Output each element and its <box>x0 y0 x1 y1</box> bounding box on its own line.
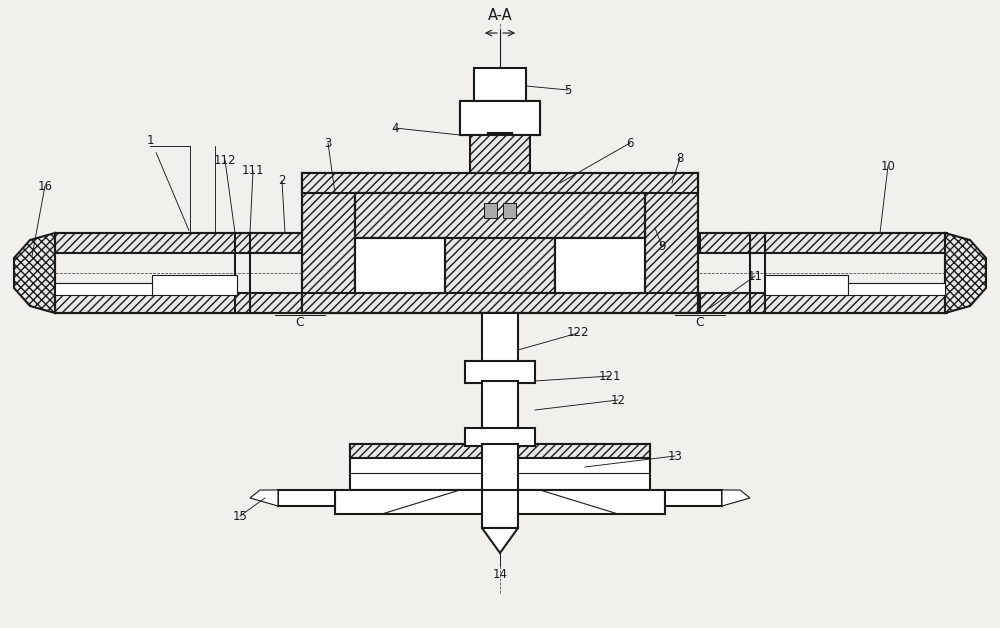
Bar <box>665 490 722 506</box>
Polygon shape <box>14 233 55 313</box>
Text: 10: 10 <box>881 160 895 173</box>
Text: 12: 12 <box>610 394 626 406</box>
Bar <box>55 233 302 253</box>
Bar <box>482 381 518 430</box>
Text: 2: 2 <box>278 175 286 188</box>
Bar <box>503 203 516 218</box>
Bar <box>488 133 512 173</box>
Text: 16: 16 <box>38 180 52 193</box>
Text: 15: 15 <box>233 509 247 522</box>
Bar <box>700 293 947 313</box>
Bar <box>355 193 645 238</box>
Text: C: C <box>296 315 304 328</box>
Bar <box>355 238 445 293</box>
Bar <box>278 490 335 506</box>
Bar <box>482 444 518 490</box>
Text: 121: 121 <box>599 369 621 382</box>
Bar <box>470 135 530 173</box>
Text: 122: 122 <box>567 327 589 340</box>
Bar <box>482 488 518 528</box>
Text: 3: 3 <box>324 136 332 149</box>
Bar <box>484 203 497 218</box>
Bar <box>55 283 152 295</box>
Bar <box>555 238 645 293</box>
Text: C: C <box>696 315 704 328</box>
Bar <box>700 233 947 253</box>
Polygon shape <box>250 490 278 506</box>
Bar <box>465 361 535 383</box>
Text: 4: 4 <box>391 121 399 134</box>
Polygon shape <box>722 490 750 506</box>
Bar <box>460 101 540 135</box>
Bar <box>55 293 302 313</box>
Text: 11: 11 <box>748 269 763 283</box>
Bar <box>460 101 540 135</box>
Bar <box>474 68 526 101</box>
Bar <box>335 490 665 514</box>
Bar <box>302 173 355 313</box>
Bar <box>350 444 650 458</box>
Text: A-A: A-A <box>488 9 512 23</box>
Text: 111: 111 <box>242 165 264 178</box>
Text: 14: 14 <box>492 568 508 580</box>
Bar <box>302 293 698 313</box>
Bar <box>765 275 848 295</box>
Text: 13: 13 <box>668 450 682 462</box>
Polygon shape <box>482 528 518 553</box>
Bar <box>482 313 518 363</box>
Text: 112: 112 <box>214 153 236 166</box>
Bar <box>350 444 650 490</box>
Bar <box>848 283 945 295</box>
Bar <box>645 173 698 313</box>
Text: 8: 8 <box>676 151 684 165</box>
Text: 6: 6 <box>626 136 634 149</box>
Text: 9: 9 <box>658 239 666 252</box>
Bar <box>302 173 698 193</box>
Bar <box>152 275 237 295</box>
Text: 1: 1 <box>146 134 154 146</box>
Text: 5: 5 <box>564 84 572 97</box>
Bar <box>465 428 535 446</box>
Polygon shape <box>945 233 986 313</box>
Bar <box>445 238 555 293</box>
